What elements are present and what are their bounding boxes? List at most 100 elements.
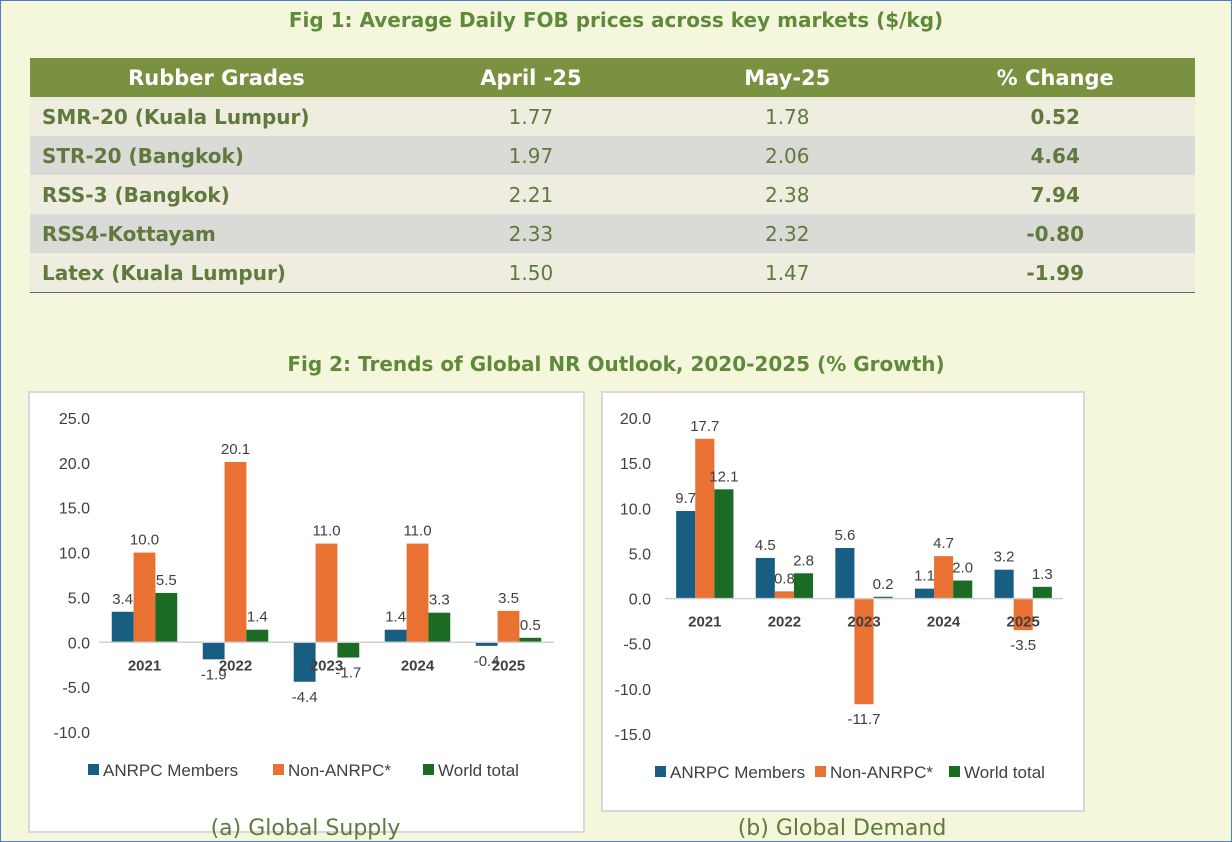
table-row: RSS4-Kottayam 2.33 2.32 -0.80 [30, 214, 1195, 253]
cell-name: STR-20 (Bangkok) [30, 136, 403, 175]
legend-label: Non-ANRPC* [830, 763, 933, 782]
bar-non-anrpc--2024 [406, 543, 429, 643]
cell-may: 1.78 [659, 97, 916, 136]
data-label: 12.1 [709, 468, 738, 485]
cell-name: Latex (Kuala Lumpur) [30, 253, 403, 293]
supply-caption: (a) Global Supply [210, 816, 401, 841]
legend-swatch [423, 764, 434, 775]
bar-anrpc-members-2025 [994, 569, 1014, 599]
legend-swatch [273, 764, 284, 775]
bar-world-total-2023 [873, 596, 893, 599]
data-label: 4.7 [933, 535, 954, 552]
x-tick-label: 2021 [688, 614, 721, 631]
data-label: -3.5 [1010, 637, 1036, 654]
y-tick-label: -5.0 [62, 680, 90, 697]
legend-label: ANRPC Members [103, 761, 238, 780]
col-header-may: May-25 [659, 58, 916, 97]
x-tick-label: 2021 [128, 657, 161, 674]
y-tick-label: 15.0 [59, 501, 90, 518]
bar-world-total-2025 [1032, 586, 1052, 599]
data-label: 9.7 [675, 490, 696, 507]
legend-swatch [949, 766, 960, 777]
cell-april: 2.21 [402, 175, 660, 214]
demand-chart: 20.0 15.0 10.0 5.0 0.0 -5.0 -10.0 -15.0 9.7 4.5 5.… [601, 391, 1085, 812]
bar-non-anrpc--2021 [133, 552, 156, 643]
y-tick-label: 10.0 [59, 546, 90, 563]
cell-may: 2.38 [659, 175, 916, 214]
cell-may: 1.47 [659, 253, 916, 293]
data-label: 17.7 [690, 418, 719, 435]
cell-name: SMR-20 (Kuala Lumpur) [30, 97, 403, 136]
legend-label: World total [438, 761, 519, 780]
data-label: 2.0 [952, 560, 973, 577]
bar-anrpc-members-2024 [384, 629, 407, 643]
data-label: -4.4 [292, 689, 318, 706]
cell-may: 2.32 [659, 214, 916, 253]
bar-anrpc-members-2025 [475, 642, 498, 646]
bar-non-anrpc--2023 [854, 598, 874, 705]
data-label: 5.6 [834, 527, 855, 544]
x-tick-label: 2022 [219, 657, 252, 674]
y-tick-label: -10.0 [615, 682, 652, 699]
bar-non-anrpc--2023 [315, 543, 338, 643]
data-label: 0.2 [873, 576, 894, 593]
y-tick-label: 0.0 [629, 592, 651, 609]
cell-chg: 7.94 [915, 175, 1195, 214]
supply-chart: 25.0 20.0 15.0 10.0 5.0 0.0 -5.0 -10.0 3.4 -1.9 -4… [28, 391, 585, 833]
data-label: 20.1 [221, 441, 250, 458]
y-tick-label: 20.0 [59, 456, 90, 473]
y-tick-label: 15.0 [620, 456, 651, 473]
bar-world-total-2022 [793, 573, 814, 599]
bar-world-total-2024 [953, 580, 973, 599]
cell-chg: -0.80 [915, 214, 1195, 253]
table-row: Latex (Kuala Lumpur) 1.50 1.47 -1.99 [30, 253, 1195, 293]
x-tick-label: 2022 [768, 614, 801, 631]
data-label: -0.4 [474, 653, 500, 670]
supply-chart-svg: 25.0 20.0 15.0 10.0 5.0 0.0 -5.0 -10.0 3.4 -1.9 -4… [54, 411, 554, 780]
data-label: 0.8 [774, 570, 795, 587]
price-table: Rubber Grades April -25 May-25 % Change … [30, 58, 1195, 293]
data-label: 3.3 [429, 592, 450, 609]
bar-anrpc-members-2022 [755, 557, 775, 599]
legend-swatch [88, 764, 99, 775]
cell-name: RSS4-Kottayam [30, 214, 403, 253]
bar-anrpc-members-2023 [293, 642, 316, 682]
cell-april: 1.50 [402, 253, 660, 293]
legend-swatch [655, 766, 666, 777]
y-tick-label: 0.0 [68, 635, 90, 652]
data-label: 1.3 [1032, 566, 1053, 583]
bar-anrpc-members-2021 [111, 611, 134, 643]
legend-label: ANRPC Members [670, 763, 805, 782]
bar-non-anrpc--2024 [934, 556, 954, 599]
bar-anrpc-members-2022 [202, 642, 225, 660]
cell-chg: -1.99 [915, 253, 1195, 293]
x-tick-label: 2023 [310, 657, 343, 674]
y-tick-label: -5.0 [623, 637, 651, 654]
y-tick-label: 5.0 [629, 546, 651, 563]
data-label: 3.2 [994, 549, 1015, 566]
demand-caption: (b) Global Demand [737, 816, 947, 841]
data-label: 1.1 [914, 568, 935, 585]
data-label: 4.5 [755, 537, 776, 554]
bar-world-total-2023 [337, 642, 360, 658]
bar-anrpc-members-2024 [914, 588, 935, 599]
x-tick-label: 2025 [1007, 614, 1040, 631]
cell-name: RSS-3 (Bangkok) [30, 175, 403, 214]
x-tick-label: 2023 [847, 614, 880, 631]
data-label: 10.0 [130, 532, 159, 549]
fig2-title: Fig 2: Trends of Global NR Outlook, 2020… [287, 352, 945, 376]
bar-anrpc-members-2021 [676, 510, 696, 599]
bar-non-anrpc--2022 [224, 461, 247, 643]
table-row: RSS-3 (Bangkok) 2.21 2.38 7.94 [30, 175, 1195, 214]
data-label: 11.0 [403, 523, 431, 540]
data-label: 11.0 [312, 523, 340, 540]
demand-chart-svg: 20.0 15.0 10.0 5.0 0.0 -5.0 -10.0 -15.0 9.7 4.5 5.… [615, 411, 1063, 782]
data-label: -1.9 [201, 666, 227, 683]
col-header-grade: Rubber Grades [30, 58, 403, 97]
bar-non-anrpc--2021 [695, 438, 715, 599]
table-header: Rubber Grades April -25 May-25 % Change [30, 58, 1195, 97]
bar-world-total-2022 [246, 629, 269, 643]
table-row: SMR-20 (Kuala Lumpur) 1.77 1.78 0.52 [30, 97, 1195, 136]
bar-world-total-2025 [519, 637, 542, 643]
y-tick-label: 10.0 [620, 501, 651, 518]
